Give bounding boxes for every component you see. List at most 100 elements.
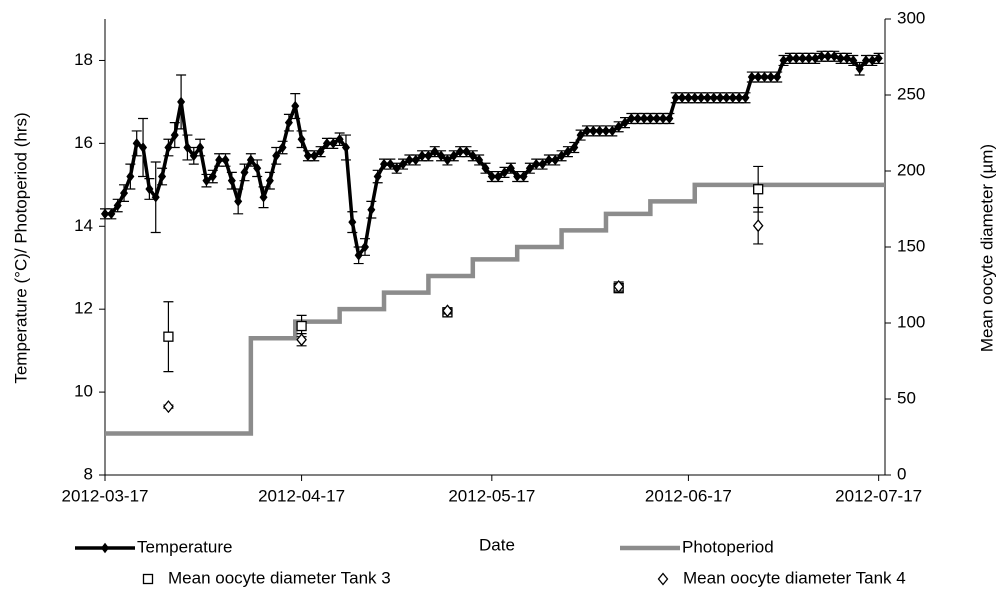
point xyxy=(532,158,541,170)
point xyxy=(823,51,832,62)
y2-tick-label: 250 xyxy=(897,84,925,103)
point xyxy=(608,125,617,137)
point xyxy=(760,71,769,83)
point xyxy=(259,191,268,203)
point xyxy=(170,129,179,141)
point xyxy=(633,113,642,124)
point xyxy=(296,320,307,332)
point xyxy=(842,53,851,64)
point xyxy=(494,171,503,182)
point xyxy=(462,146,471,157)
y-axis-label: Temperature (°C)/ Photoperiod (hrs) xyxy=(11,112,30,383)
point xyxy=(296,333,307,347)
point xyxy=(798,53,807,64)
point xyxy=(570,142,579,153)
point xyxy=(392,162,401,174)
point xyxy=(246,154,255,166)
point xyxy=(640,113,649,124)
point xyxy=(164,142,173,153)
point xyxy=(735,92,744,104)
point xyxy=(139,142,148,153)
point xyxy=(120,187,129,199)
point xyxy=(557,150,566,162)
point xyxy=(785,53,794,64)
y-tick-label: 12 xyxy=(74,299,93,318)
x-tick-label: 2012-05-17 xyxy=(448,486,535,505)
point xyxy=(443,154,452,166)
point xyxy=(151,191,160,203)
point xyxy=(513,171,522,182)
x-tick-label: 2012-04-17 xyxy=(258,486,345,505)
point xyxy=(551,154,560,166)
point xyxy=(253,162,262,174)
point xyxy=(145,183,154,195)
point xyxy=(753,184,764,195)
point xyxy=(437,150,446,162)
point xyxy=(601,125,610,137)
y2-axis-label: Mean oocyte diameter (µm) xyxy=(977,144,996,352)
point xyxy=(310,150,319,162)
point xyxy=(341,142,350,153)
point xyxy=(671,92,680,104)
y2-tick-label: 300 xyxy=(897,8,925,27)
y2-tick-label: 150 xyxy=(897,236,925,255)
point xyxy=(196,142,205,153)
point xyxy=(754,71,763,83)
point xyxy=(627,113,636,124)
point xyxy=(849,55,858,66)
point xyxy=(659,113,668,124)
point xyxy=(487,171,496,182)
point xyxy=(779,55,788,66)
point xyxy=(665,113,674,124)
point xyxy=(741,92,750,104)
point xyxy=(595,125,604,137)
point xyxy=(163,331,174,342)
point xyxy=(830,51,839,62)
point xyxy=(335,133,344,145)
point xyxy=(690,92,699,104)
y-tick-label: 18 xyxy=(74,50,93,69)
point xyxy=(189,150,198,162)
point xyxy=(367,204,376,215)
y2-tick-label: 50 xyxy=(897,388,916,407)
point xyxy=(703,92,712,104)
point xyxy=(100,208,110,220)
point xyxy=(284,117,293,128)
point xyxy=(411,154,420,166)
legend-label: Mean oocyte diameter Tank 4 xyxy=(683,568,906,587)
point xyxy=(576,129,585,141)
y-tick-label: 8 xyxy=(84,464,93,483)
point xyxy=(322,138,331,149)
y-tick-label: 16 xyxy=(74,133,93,152)
legend-marker xyxy=(657,572,669,586)
legend-marker xyxy=(142,573,154,585)
point xyxy=(405,154,414,166)
point xyxy=(481,162,490,174)
x-tick-label: 2012-06-17 xyxy=(645,486,732,505)
x-tick-label: 2012-03-17 xyxy=(62,486,149,505)
point xyxy=(113,200,122,211)
point xyxy=(329,138,338,149)
point xyxy=(544,154,553,166)
point xyxy=(811,53,820,64)
point xyxy=(563,146,572,157)
point xyxy=(221,154,230,166)
point xyxy=(716,92,725,104)
point xyxy=(747,71,756,83)
photoperiod-line xyxy=(105,182,885,436)
point xyxy=(240,167,249,178)
legend-label: Temperature xyxy=(137,537,232,556)
point xyxy=(442,304,453,318)
point xyxy=(316,146,325,157)
legend-marker xyxy=(100,542,110,554)
point xyxy=(722,92,731,104)
point xyxy=(538,158,547,170)
point xyxy=(227,175,236,186)
point xyxy=(519,171,528,182)
point xyxy=(449,150,458,162)
point xyxy=(817,51,826,62)
point xyxy=(430,146,439,157)
point xyxy=(386,158,395,170)
point xyxy=(646,113,655,124)
